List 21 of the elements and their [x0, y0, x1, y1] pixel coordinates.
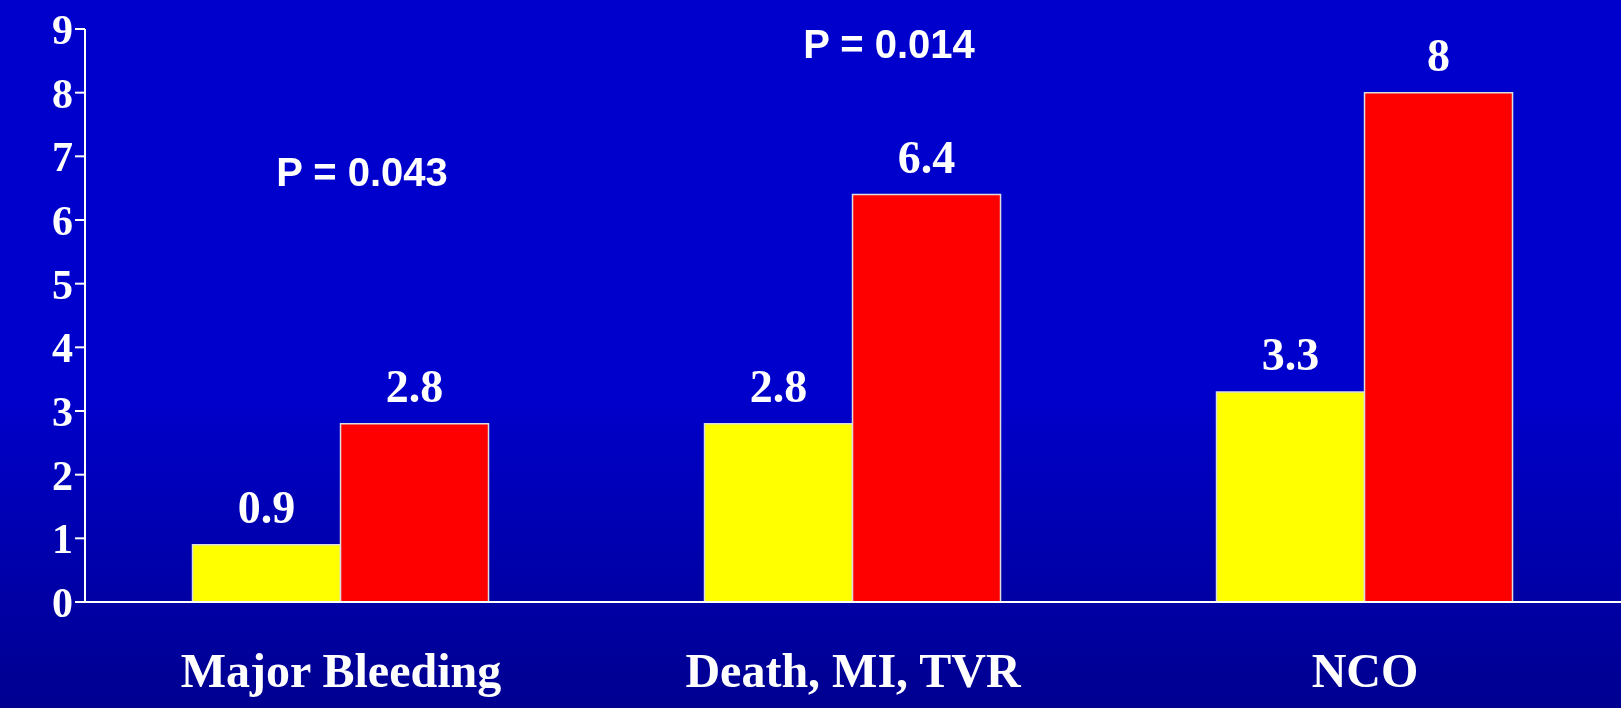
data-label: 2.8: [385, 360, 444, 412]
data-label: 6.4: [897, 131, 956, 183]
x-tick-label: Death, MI, TVR: [685, 644, 1022, 698]
data-label: 0.9: [237, 481, 296, 533]
y-tick-label: 2: [52, 452, 73, 499]
annotation: P = 0.043: [276, 150, 448, 195]
y-tick-label: 4: [52, 325, 73, 372]
annotation: P = 0.014: [803, 22, 975, 67]
data-label: 8: [1427, 29, 1451, 81]
x-tick-label: NCO: [1311, 644, 1419, 698]
x-tick-label: Major Bleeding: [180, 644, 502, 698]
data-label: 3.3: [1261, 328, 1320, 380]
y-tick-label: 9: [52, 6, 73, 53]
y-tick-label: 3: [52, 388, 73, 435]
y-tick-label: 7: [52, 134, 73, 181]
y-tick-label: 6: [52, 197, 73, 244]
y-tick-label: 5: [52, 261, 73, 308]
y-tick-label: 8: [52, 70, 73, 117]
y-tick-label: 1: [52, 516, 73, 563]
data-label: 2.8: [749, 360, 808, 412]
y-tick-label: 0: [52, 579, 73, 626]
